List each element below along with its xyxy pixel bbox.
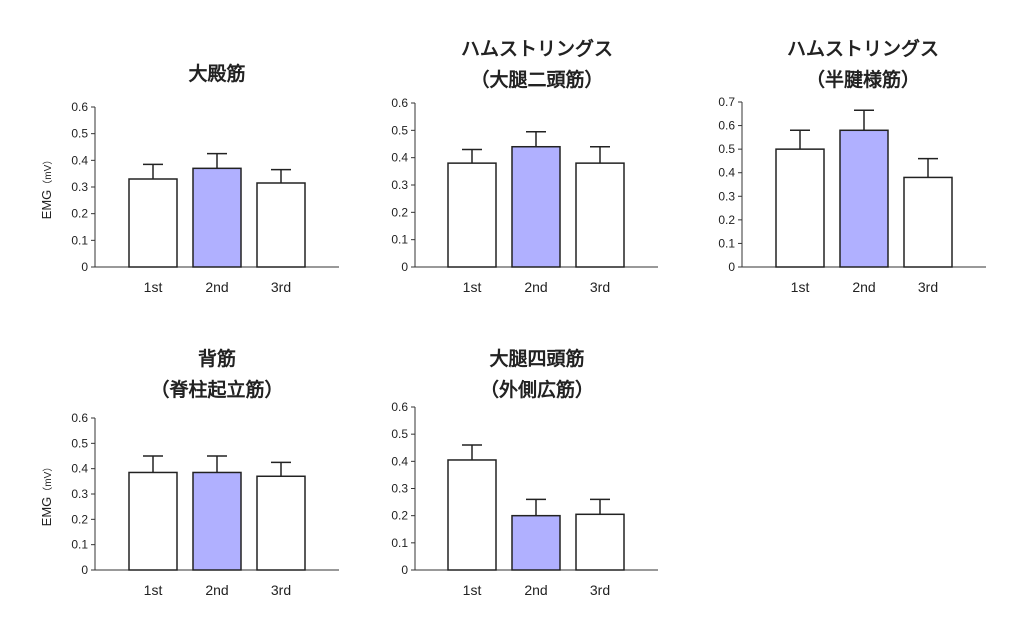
y-tick-label: 0.4 — [71, 462, 88, 476]
y-tick-label: 0.1 — [718, 236, 735, 250]
bar-1st — [128, 471, 178, 571]
y-tick-label: 0.5 — [391, 123, 408, 137]
chart-panel-3: ハムストリングス （半腱様筋） 0 0.1 0.2 0.3 0.4 0.5 0.6 0.7 1st 2… — [718, 37, 986, 295]
chart-title: 大殿筋 — [188, 62, 245, 85]
chart-title: （半腱様筋） — [806, 68, 920, 91]
chart-title: ハムストリングス — [787, 37, 939, 60]
x-tick-label: 3rd — [271, 279, 291, 295]
y-tick-label: 0.5 — [718, 142, 735, 156]
bar-1st — [775, 148, 825, 268]
x-tick-label: 3rd — [590, 279, 610, 295]
bar-3rd — [903, 176, 953, 268]
y-tick-label: 0.2 — [71, 512, 88, 526]
bar-2nd — [839, 129, 889, 268]
chart-title: （外側広筋） — [480, 378, 594, 401]
y-tick-label: 0 — [81, 563, 88, 577]
y-axis-label-text: EMG — [39, 190, 54, 220]
y-tick-label: 0.2 — [391, 205, 408, 219]
y-tick-label: 0.4 — [718, 166, 735, 180]
y-tick-label: 0.3 — [718, 189, 735, 203]
x-tick-label: 2nd — [524, 582, 547, 598]
x-tick-label: 2nd — [205, 582, 228, 598]
x-tick-label: 3rd — [271, 582, 291, 598]
bar-3rd — [256, 475, 306, 571]
y-axis-label-text: EMG — [39, 497, 54, 527]
bar-2nd — [511, 145, 561, 268]
chart-title: 大腿四頭筋 — [489, 347, 584, 370]
y-tick-label: 0.3 — [71, 487, 88, 501]
bar-3rd — [575, 513, 625, 571]
y-tick-label: 0 — [728, 260, 735, 274]
y-tick-label: 0.4 — [71, 153, 88, 167]
y-axis-unit: （mV） — [42, 462, 54, 497]
y-tick-label: 0.2 — [391, 509, 408, 523]
y-tick-label: 0.1 — [391, 233, 408, 247]
y-tick-label: 0.6 — [71, 411, 88, 425]
x-tick-label: 3rd — [918, 279, 938, 295]
y-tick-label: 0 — [401, 260, 408, 274]
chart-panel-2: ハムストリングス （大腿二頭筋） 0 0.1 0.2 0.3 0.4 0.5 0.6 1st 2nd… — [391, 37, 658, 295]
chart-title: 背筋 — [198, 347, 236, 370]
chart-title: （大腿二頭筋） — [470, 68, 603, 91]
y-tick-label: 0.6 — [391, 400, 408, 414]
chart-panel-1: 大殿筋 0 0.1 0.2 0.3 0.4 0.5 0.6 EMG（mV） 1st 2nd 3rd — [39, 62, 339, 295]
x-tick-label: 1st — [463, 582, 482, 598]
chart-title: （脊柱起立筋） — [150, 378, 283, 401]
y-tick-label: 0.5 — [71, 127, 88, 141]
y-tick-label: 0.5 — [391, 427, 408, 441]
x-tick-label: 1st — [463, 279, 482, 295]
y-tick-label: 0.6 — [71, 100, 88, 114]
x-tick-label: 3rd — [590, 582, 610, 598]
y-tick-label: 0.2 — [718, 213, 735, 227]
y-tick-label: 0 — [81, 260, 88, 274]
bar-1st — [128, 178, 178, 268]
y-tick-label: 0.4 — [391, 151, 408, 165]
y-axis-label: EMG（mV） — [39, 155, 54, 220]
bar-1st — [447, 162, 497, 268]
bar-3rd — [256, 182, 306, 268]
bar-2nd — [192, 471, 242, 571]
x-tick-label: 2nd — [852, 279, 875, 295]
y-tick-label: 0.5 — [71, 436, 88, 450]
y-axis-label: EMG（mV） — [39, 462, 54, 527]
x-tick-label: 1st — [791, 279, 810, 295]
y-tick-label: 0.4 — [391, 454, 408, 468]
y-tick-label: 0.3 — [391, 178, 408, 192]
y-tick-label: 0.6 — [718, 119, 735, 133]
bar-2nd — [511, 514, 561, 571]
chart-title: ハムストリングス — [461, 37, 613, 60]
y-tick-label: 0.1 — [391, 536, 408, 550]
y-tick-label: 0.3 — [71, 180, 88, 194]
y-tick-label: 0.7 — [718, 95, 735, 109]
chart-panel-4: 背筋 （脊柱起立筋） 0 0.1 0.2 0.3 0.4 0.5 0.6 EMG（mV） 1st 2n… — [39, 347, 339, 598]
y-tick-label: 0.1 — [71, 233, 88, 247]
x-tick-label: 2nd — [205, 279, 228, 295]
y-tick-label: 0 — [401, 563, 408, 577]
bar-3rd — [575, 162, 625, 268]
bar-1st — [447, 459, 497, 571]
y-tick-label: 0.6 — [391, 96, 408, 110]
x-tick-label: 2nd — [524, 279, 547, 295]
y-tick-label: 0.1 — [71, 538, 88, 552]
x-tick-label: 1st — [144, 279, 163, 295]
y-axis-unit: （mV） — [42, 155, 54, 190]
y-tick-label: 0.2 — [71, 207, 88, 221]
chart-panel-5: 大腿四頭筋 （外側広筋） 0 0.1 0.2 0.3 0.4 0.5 0.6 1st 2nd 3rd — [391, 347, 658, 598]
x-tick-label: 1st — [144, 582, 163, 598]
y-tick-label: 0.3 — [391, 482, 408, 496]
bar-2nd — [192, 167, 242, 268]
